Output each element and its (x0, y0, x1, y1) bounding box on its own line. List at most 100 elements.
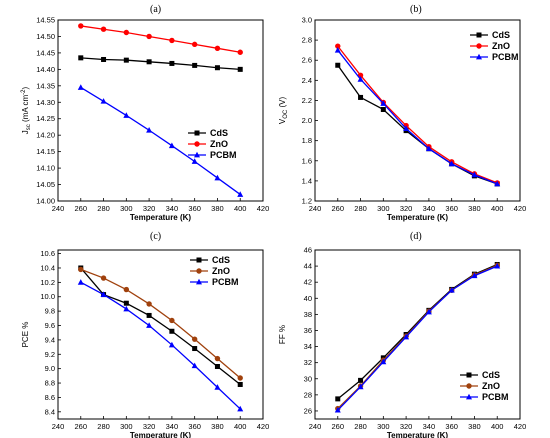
y-tick-label: 14.55 (36, 16, 55, 25)
x-tick-label: 300 (120, 422, 133, 431)
x-tick-label: 280 (354, 422, 367, 431)
y-tick-label: 36 (304, 326, 312, 335)
chart-panel: (d) 240 260 280 300 320 340 360 380 400 420 26 28 30 3… (278, 231, 526, 438)
y-tick-label: 1.4 (302, 176, 312, 185)
x-tick-label: 280 (97, 204, 110, 213)
y-axis-label: FF % (278, 325, 287, 344)
series-line-CdS (80, 267, 241, 385)
data-point-PCBM (471, 272, 478, 279)
x-tick-label: 360 (188, 204, 201, 213)
data-point-ZnO (123, 29, 130, 36)
x-tick-label: 340 (166, 422, 179, 431)
y-tick-label: 46 (304, 246, 312, 255)
y-axis-label-part: sc (26, 124, 32, 130)
y-tick-label: 10.6 (40, 249, 55, 258)
x-tick-label: 400 (491, 422, 504, 431)
data-point-PCBM (214, 384, 221, 390)
data-point-PCBM (123, 305, 130, 312)
series-line-ZnO (80, 25, 241, 53)
x-tick-label: 360 (445, 204, 458, 213)
legend-label: ZnO (210, 139, 228, 149)
y-axis-label-part: (V) (278, 97, 287, 110)
y-tick-label: 42 (304, 278, 312, 287)
legend-marker (196, 268, 202, 274)
y-axis-label-part: -2 (21, 89, 27, 95)
legend-label: PCBM (212, 277, 239, 287)
series-line-CdS (337, 64, 498, 185)
legend-marker (476, 53, 482, 60)
y-tick-label: 9.8 (45, 307, 55, 316)
y-axis-label-part: (mA cm (21, 95, 30, 125)
data-point-ZnO (100, 26, 107, 32)
y-tick-label: 40 (304, 294, 312, 303)
data-point-CdS (237, 66, 243, 72)
x-tick-label: 300 (377, 204, 390, 213)
x-tick-label: 340 (166, 204, 179, 213)
y-tick-label: 2.6 (302, 56, 312, 65)
legend-marker (194, 141, 200, 147)
x-tick-label: 380 (468, 204, 481, 213)
data-point-PCBM (494, 262, 501, 269)
data-point-CdS (101, 56, 107, 62)
legend-label: ZnO (492, 41, 510, 51)
data-point-CdS (192, 62, 198, 68)
data-point-ZnO (146, 33, 152, 40)
chart-panel: (c) 240 260 280 300 320 340 360 380 400 420 8.4 8.6 8… (21, 231, 269, 438)
legend-label: PCBM (492, 52, 519, 62)
series-line-PCBM (337, 49, 498, 185)
y-tick-label: 32 (304, 358, 312, 367)
y-tick-label: 2.4 (302, 76, 312, 85)
x-tick-label: 240 (52, 204, 65, 213)
data-point-PCBM (77, 84, 84, 90)
data-point-PCBM (403, 333, 410, 340)
x-tick-label: 280 (97, 422, 110, 431)
data-point-ZnO (123, 286, 130, 293)
data-point-ZnO (100, 275, 107, 281)
x-tick-label: 240 (309, 422, 322, 431)
y-tick-label: 10.4 (40, 263, 55, 272)
data-point-CdS (237, 381, 243, 387)
data-point-PCBM (77, 279, 84, 285)
y-tick-label: 2.2 (302, 96, 312, 105)
data-point-PCBM (425, 145, 432, 152)
legend-label: PCBM (482, 392, 509, 402)
legend-label: ZnO (212, 266, 230, 276)
legend-label: CdS (210, 128, 228, 138)
data-point-ZnO (191, 336, 198, 342)
data-point-ZnO (237, 49, 243, 55)
legend-marker (466, 393, 472, 400)
y-tick-label: 14.30 (36, 98, 55, 107)
x-tick-label: 320 (143, 204, 156, 213)
series-line-PCBM (80, 86, 241, 195)
data-point-PCBM (448, 160, 455, 167)
y-tick-label: 1.8 (302, 136, 312, 145)
y-tick-label: 14.40 (36, 65, 55, 74)
data-point-CdS (169, 328, 175, 334)
data-point-PCBM (357, 383, 364, 390)
x-tick-label: 420 (257, 204, 270, 213)
y-tick-label: 3.0 (302, 16, 312, 25)
series-line-PCBM (80, 281, 241, 410)
y-tick-label: 9.2 (45, 350, 55, 359)
data-point-PCBM (357, 76, 364, 82)
data-point-ZnO (237, 375, 243, 381)
chart-panel: (a) 240 260 280 300 320 340 360 380 400 420 14.00 14… (21, 4, 269, 222)
data-point-PCBM (100, 291, 107, 297)
data-point-PCBM (237, 191, 244, 197)
data-point-ZnO (146, 301, 152, 307)
x-tick-label: 380 (468, 422, 481, 431)
y-axis-label-part: J (21, 130, 30, 134)
x-tick-label: 360 (445, 422, 458, 431)
series-line-PCBM (337, 265, 498, 411)
y-tick-label: 9.0 (45, 364, 55, 373)
data-point-PCBM (237, 405, 244, 412)
y-tick-label: 1.2 (302, 197, 312, 206)
data-point-ZnO (169, 317, 175, 324)
data-point-CdS (380, 106, 386, 112)
y-tick-label: 1.6 (302, 156, 312, 165)
legend-marker (196, 278, 202, 285)
y-axis-label-part: FF % (278, 325, 287, 344)
plot-frame (57, 249, 264, 420)
panel-label: (d) (410, 231, 422, 242)
x-tick-label: 240 (309, 204, 322, 213)
